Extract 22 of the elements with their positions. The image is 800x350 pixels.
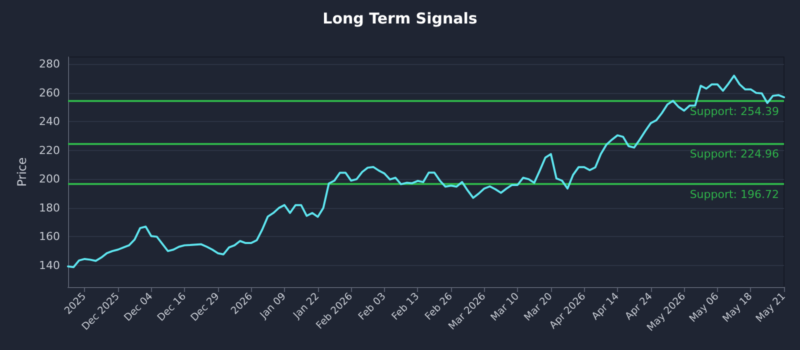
ref-line-label: Support: 254.39 [690, 105, 779, 118]
y-axis-title: Price [15, 157, 29, 187]
ref-line-label: Support: 224.96 [690, 147, 779, 160]
x-tick-label: Dec 04 [122, 291, 156, 324]
ref-line-label: Support: 196.72 [690, 188, 779, 201]
y-tick-label: 220 [39, 144, 60, 157]
x-tick-label: Jan 09 [258, 291, 288, 322]
y-tick-label: 200 [39, 172, 60, 186]
line-series [67, 74, 785, 268]
y-tick-label: 180 [39, 201, 60, 214]
y-tick-label: 140 [39, 258, 60, 272]
x-tick-label: Feb 03 [356, 291, 388, 323]
x-tick-label: Mar 10 [489, 291, 522, 324]
y-tick-label: 240 [39, 115, 60, 128]
x-tick-label: Apr 14 [590, 291, 622, 322]
x-tick-label: Dec 29 [189, 291, 222, 324]
x-tick-label: Feb 13 [390, 291, 422, 323]
y-tick-label: 280 [39, 58, 60, 71]
x-tick-label: Dec 16 [156, 291, 188, 324]
chart-title: Long Term Signals [322, 10, 478, 28]
y-tick-label: 160 [39, 230, 60, 244]
y-tick-label: 260 [39, 86, 60, 100]
